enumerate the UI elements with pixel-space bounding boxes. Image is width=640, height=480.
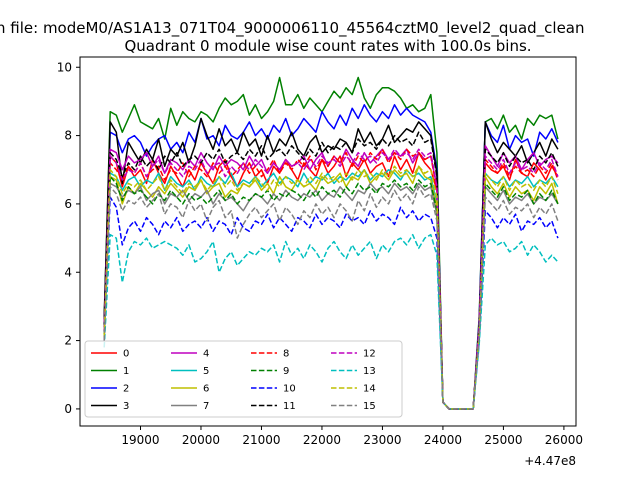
legend-label: 12 (363, 349, 376, 360)
series-line-15 (103, 186, 559, 410)
axes-layer: 19000 20000 21000 22000 23000 24000 25000 26000… (57, 60, 583, 447)
x-tick-label: 26000 (545, 433, 583, 447)
legend-label: 6 (203, 384, 209, 395)
legend-label: 9 (283, 366, 289, 377)
legend-label: 11 (283, 401, 296, 412)
legend-label: 7 (203, 401, 209, 412)
chart-title: Quadrant 0 module wise count rates with … (124, 37, 531, 55)
legend-label: 3 (123, 401, 129, 412)
x-tick-label: 24000 (424, 433, 462, 447)
legend-label: 13 (363, 366, 376, 377)
y-tick-label: 4 (64, 265, 72, 279)
legend-label: 2 (123, 384, 129, 395)
plot-frame (79, 56, 577, 427)
legend-label: 0 (123, 349, 129, 360)
legend-label: 15 (363, 401, 376, 412)
x-offset-label: +4.47e8 (524, 454, 576, 468)
x-tick-label: 25000 (484, 433, 522, 447)
y-tick-label: 6 (64, 197, 72, 211)
series-layer (103, 76, 559, 410)
legend-label: 8 (283, 349, 289, 360)
y-tick-label: 10 (57, 60, 72, 74)
x-tick-label: 22000 (303, 433, 341, 447)
y-tick-label: 2 (64, 334, 72, 348)
legend-label: 14 (363, 384, 376, 395)
legend-label: 4 (203, 349, 209, 360)
y-tick-label: 0 (64, 402, 72, 416)
y-tick-label: 8 (64, 129, 72, 143)
x-tick-label: 19000 (121, 433, 159, 447)
legend-label: 10 (283, 384, 296, 395)
figure-suptitle: n file: modeM0/AS1A13_071T04_9000006110_… (0, 19, 585, 38)
legend-box (84, 340, 403, 418)
x-tick-label: 23000 (363, 433, 401, 447)
x-tick-label: 21000 (242, 433, 280, 447)
series-line-13 (103, 233, 559, 410)
x-tick-label: 20000 (182, 433, 220, 447)
legend-label: 5 (203, 366, 209, 377)
legend-label: 1 (123, 366, 129, 377)
